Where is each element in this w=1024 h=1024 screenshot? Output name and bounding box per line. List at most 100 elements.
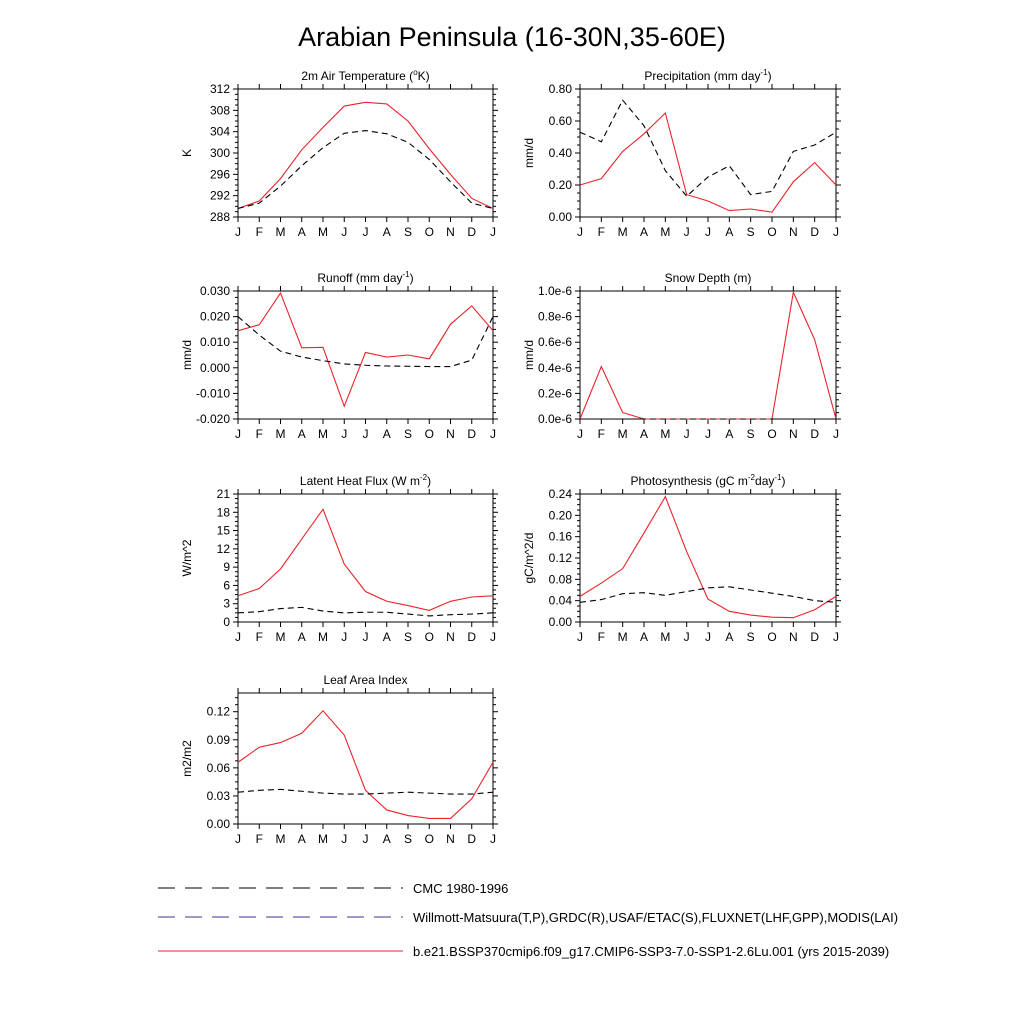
- model-series-line: [237, 291, 494, 408]
- y-tick-label: -0.010: [196, 386, 230, 400]
- y-axis-label: W/m^2: [180, 539, 194, 576]
- y-axis-label: m2/m2: [180, 740, 194, 777]
- x-tick-label: A: [298, 832, 306, 846]
- y-axis-label: mm/d: [522, 138, 536, 168]
- x-tick-label: S: [404, 225, 412, 239]
- x-tick-label: N: [446, 630, 455, 644]
- x-tick-label: J: [684, 630, 690, 644]
- panel-title: Precipitation (mm day-1): [644, 68, 771, 83]
- x-tick-label: A: [298, 225, 306, 239]
- x-tick-label: J: [577, 225, 583, 239]
- obs-series-line: [237, 606, 494, 617]
- y-tick-label: -0.020: [196, 412, 230, 426]
- x-tick-label: M: [660, 225, 670, 239]
- y-tick-label: 0.20: [549, 508, 573, 522]
- y-tick-label: 300: [210, 146, 230, 160]
- x-tick-label: D: [810, 427, 819, 441]
- y-tick-label: 15: [217, 524, 231, 538]
- chart-panel-7: J F M A M J J A S O N D J0.000.030.060.090.12m2/m2Le…: [180, 673, 498, 846]
- x-tick-label: M: [318, 630, 328, 644]
- y-tick-label: 308: [210, 103, 230, 117]
- x-tick-label: J: [833, 225, 839, 239]
- x-tick-label: N: [789, 225, 798, 239]
- panel-title: Snow Depth (m): [665, 271, 752, 285]
- x-tick-label: J: [684, 427, 690, 441]
- model-series-line: [237, 508, 494, 611]
- x-tick-label: F: [598, 630, 605, 644]
- x-tick-label: S: [404, 832, 412, 846]
- chart-panel-6: J F M A M J J A S O N D J0.000.040.080.120.160.200.2…: [522, 473, 841, 644]
- y-tick-label: 0.09: [207, 733, 231, 747]
- y-tick-label: 312: [210, 82, 230, 96]
- x-tick-label: J: [341, 427, 347, 441]
- y-tick-label: 0.24: [549, 487, 573, 501]
- model-series-line: [579, 290, 837, 420]
- y-tick-label: 21: [217, 487, 231, 501]
- y-tick-label: 0.00: [549, 210, 573, 224]
- y-tick-label: 0.00: [549, 615, 573, 629]
- y-tick-label: 12: [217, 542, 231, 556]
- x-tick-label: J: [490, 832, 496, 846]
- x-tick-label: O: [425, 427, 434, 441]
- x-tick-label: D: [810, 225, 819, 239]
- x-tick-label: O: [425, 225, 434, 239]
- y-tick-label: 296: [210, 167, 230, 181]
- legend-label: Willmott-Matsuura(T,P),GRDC(R),USAF/ETAC…: [413, 910, 898, 925]
- x-tick-label: A: [298, 427, 306, 441]
- x-tick-label: A: [383, 832, 391, 846]
- x-tick-label: F: [598, 427, 605, 441]
- x-tick-label: N: [446, 225, 455, 239]
- panel-title: Photosynthesis (gC m-2day-1): [631, 473, 786, 488]
- legend-item-3: b.e21.BSSP370cmip6.f09_g17.CMIP6-SSP3-7.…: [158, 944, 889, 959]
- x-tick-label: J: [363, 630, 369, 644]
- x-tick-label: M: [318, 427, 328, 441]
- chart-panel-2: J F M A M J J A S O N D J0.000.200.400.600.80mm/dPre…: [522, 68, 841, 239]
- y-tick-label: 0.20: [549, 178, 573, 192]
- x-tick-label: D: [467, 225, 476, 239]
- y-tick-label: 288: [210, 210, 230, 224]
- x-tick-label: S: [404, 630, 412, 644]
- x-tick-label: O: [767, 630, 776, 644]
- y-axis-label: K: [180, 149, 194, 157]
- x-tick-label: J: [490, 630, 496, 644]
- y-tick-label: 18: [217, 505, 231, 519]
- x-tick-label: F: [598, 225, 605, 239]
- x-tick-label: J: [577, 630, 583, 644]
- x-tick-label: J: [341, 630, 347, 644]
- x-tick-label: J: [235, 832, 241, 846]
- x-tick-label: J: [705, 630, 711, 644]
- x-tick-label: N: [446, 832, 455, 846]
- y-tick-label: 0.12: [207, 705, 231, 719]
- x-tick-label: J: [363, 832, 369, 846]
- x-tick-label: F: [256, 427, 263, 441]
- x-tick-label: A: [383, 225, 391, 239]
- x-tick-label: M: [618, 427, 628, 441]
- panel-title: Runoff (mm day-1): [317, 270, 413, 285]
- figure-title: Arabian Peninsula (16-30N,35-60E): [298, 22, 726, 52]
- x-tick-label: N: [789, 427, 798, 441]
- legend-item-2: Willmott-Matsuura(T,P),GRDC(R),USAF/ETAC…: [158, 910, 898, 925]
- plot-frame: [237, 692, 494, 825]
- x-tick-label: F: [256, 225, 263, 239]
- y-tick-label: 0.06: [207, 761, 231, 775]
- x-tick-label: M: [660, 630, 670, 644]
- x-tick-label: J: [684, 225, 690, 239]
- obs-series-line: [579, 586, 837, 603]
- x-tick-label: J: [833, 427, 839, 441]
- x-tick-label: J: [833, 630, 839, 644]
- chart-panel-4: J F M A M J J A S O N D J0.0e-60.2e-60.4e-60.6e-60.8…: [522, 271, 841, 441]
- x-tick-label: A: [725, 427, 733, 441]
- y-tick-label: 0.030: [200, 284, 230, 298]
- y-tick-label: 0.8e-6: [538, 310, 572, 324]
- plot-frame: [237, 290, 494, 420]
- x-tick-label: O: [425, 630, 434, 644]
- y-tick-label: 0.000: [200, 361, 230, 375]
- x-tick-label: M: [276, 427, 286, 441]
- x-tick-label: A: [640, 630, 648, 644]
- y-tick-label: 0.010: [200, 335, 230, 349]
- y-tick-label: 0.4e-6: [538, 361, 572, 375]
